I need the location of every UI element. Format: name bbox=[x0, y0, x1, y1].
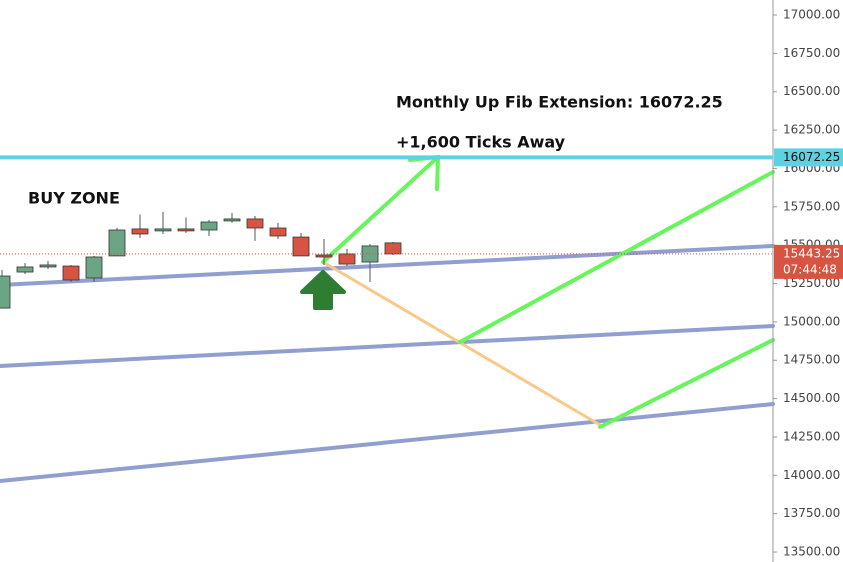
fib-label: 16072.25 bbox=[783, 150, 840, 164]
annotation: BUY ZONE bbox=[28, 189, 120, 208]
last-price-tag bbox=[774, 244, 843, 279]
fib-tag bbox=[774, 148, 843, 167]
y-tick-label: 16750.00 bbox=[783, 46, 840, 60]
candle-body bbox=[200, 221, 218, 231]
trendline bbox=[0, 244, 775, 287]
y-tick-label: 14000.00 bbox=[783, 468, 840, 482]
projection-line bbox=[598, 338, 775, 429]
candle-body bbox=[131, 228, 149, 235]
y-tick-label: 16500.00 bbox=[783, 84, 840, 98]
last-price-label: 15443.25 bbox=[783, 246, 840, 260]
y-tick-label: 14250.00 bbox=[783, 429, 840, 443]
candle-body bbox=[16, 266, 34, 273]
projection-line bbox=[321, 260, 602, 427]
candle-body bbox=[0, 275, 11, 309]
y-tick-label: 13750.00 bbox=[783, 506, 840, 520]
candle-body bbox=[384, 242, 402, 255]
candle-body bbox=[338, 253, 356, 265]
countdown-label: 07:44:48 bbox=[783, 262, 837, 276]
y-tick-label: 16250.00 bbox=[783, 123, 840, 137]
y-tick-label: 15750.00 bbox=[783, 199, 840, 213]
trendline bbox=[0, 324, 775, 368]
candle-body bbox=[108, 229, 126, 257]
candle-body bbox=[269, 227, 287, 237]
candle-body bbox=[177, 228, 195, 232]
candle-body bbox=[223, 218, 241, 222]
candle-body bbox=[85, 256, 103, 279]
up-arrow-icon bbox=[300, 270, 346, 310]
candle-body bbox=[39, 264, 57, 268]
candle-body bbox=[246, 218, 264, 229]
candle-body bbox=[62, 265, 80, 281]
y-tick-label: 14500.00 bbox=[783, 391, 840, 405]
y-tick-label: 15000.00 bbox=[783, 314, 840, 328]
candle-body bbox=[315, 254, 333, 258]
candle-body bbox=[154, 228, 172, 232]
projection-line bbox=[321, 155, 440, 264]
y-tick-label: 15250.00 bbox=[783, 276, 840, 290]
projection-line bbox=[458, 170, 775, 344]
annotation: +1,600 Ticks Away bbox=[396, 133, 566, 152]
candle-body bbox=[292, 236, 310, 257]
y-tick-label: 13500.00 bbox=[783, 545, 840, 559]
y-tick-label: 17000.00 bbox=[783, 8, 840, 22]
y-tick-label: 14750.00 bbox=[783, 353, 840, 367]
annotation: Monthly Up Fib Extension: 16072.25 bbox=[396, 93, 723, 112]
trendline bbox=[0, 402, 775, 483]
